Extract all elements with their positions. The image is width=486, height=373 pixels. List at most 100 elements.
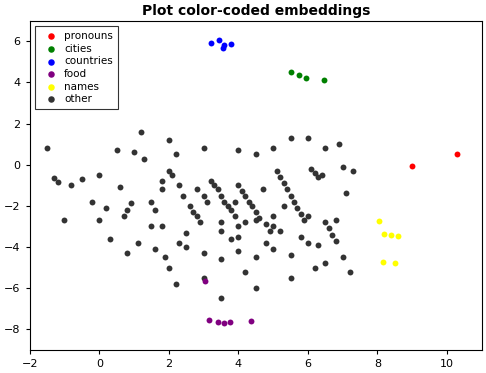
cities [295, 72, 303, 78]
cities [302, 75, 310, 81]
other [252, 217, 260, 223]
other [165, 264, 173, 270]
other [165, 168, 173, 174]
food [205, 317, 213, 323]
other [255, 215, 263, 221]
other [297, 234, 305, 240]
other [252, 151, 260, 157]
other [151, 246, 159, 252]
other [290, 199, 298, 205]
other [314, 242, 322, 248]
other [335, 141, 343, 147]
other [238, 188, 246, 194]
other [207, 178, 214, 184]
other [134, 240, 141, 246]
cities [320, 77, 328, 83]
other [140, 156, 148, 162]
other [287, 252, 295, 258]
other [165, 137, 173, 143]
other [116, 184, 124, 190]
other [148, 199, 156, 205]
other [182, 244, 190, 250]
food [201, 278, 209, 284]
names [379, 259, 386, 265]
names [395, 233, 402, 239]
other [280, 180, 288, 186]
other [304, 213, 312, 219]
other [287, 192, 295, 198]
other [61, 217, 69, 223]
other [342, 191, 350, 197]
Legend: pronouns, cities, countries, food, names, other: pronouns, cities, countries, food, names… [35, 26, 118, 109]
other [189, 209, 197, 215]
other [50, 175, 58, 181]
countries [207, 40, 214, 46]
other [311, 170, 319, 176]
other [231, 199, 239, 205]
other [234, 234, 242, 240]
other [339, 164, 347, 170]
other [325, 225, 333, 231]
other [217, 256, 225, 262]
other [193, 213, 201, 219]
other [262, 240, 270, 246]
other [106, 236, 114, 242]
other [200, 250, 208, 256]
other [266, 228, 274, 233]
other [78, 176, 86, 182]
other [88, 199, 96, 205]
other [318, 172, 326, 178]
food [214, 319, 222, 325]
other [252, 254, 260, 260]
other [314, 174, 322, 180]
other [234, 147, 242, 153]
other [217, 295, 225, 301]
other [262, 221, 270, 227]
other [269, 213, 277, 219]
other [158, 178, 166, 184]
other [339, 254, 347, 260]
other [329, 232, 336, 238]
other [273, 168, 280, 174]
other [161, 254, 169, 260]
other [349, 168, 357, 174]
pronouns [453, 151, 461, 157]
other [151, 207, 159, 213]
other [137, 129, 145, 135]
countries [221, 43, 228, 48]
other [321, 260, 329, 266]
other [95, 172, 103, 178]
other [203, 199, 211, 205]
other [123, 207, 131, 213]
names [381, 231, 388, 236]
other [311, 264, 319, 270]
other [130, 149, 138, 155]
food [221, 320, 228, 326]
other [231, 213, 239, 219]
names [375, 218, 383, 224]
other [297, 211, 305, 217]
countries [219, 46, 226, 51]
other [346, 269, 353, 275]
other [123, 250, 131, 256]
other [200, 145, 208, 151]
other [221, 199, 228, 205]
other [43, 145, 51, 151]
names [391, 260, 399, 266]
other [276, 228, 284, 233]
countries [215, 37, 223, 43]
other [242, 269, 249, 275]
other [120, 213, 127, 219]
other [294, 205, 301, 211]
other [172, 281, 180, 287]
other [193, 186, 201, 192]
other [252, 209, 260, 215]
names [387, 232, 395, 238]
other [269, 246, 277, 252]
other [304, 135, 312, 141]
other [245, 199, 253, 205]
other [196, 219, 204, 225]
other [127, 200, 135, 206]
other [217, 192, 225, 198]
other [175, 182, 183, 188]
